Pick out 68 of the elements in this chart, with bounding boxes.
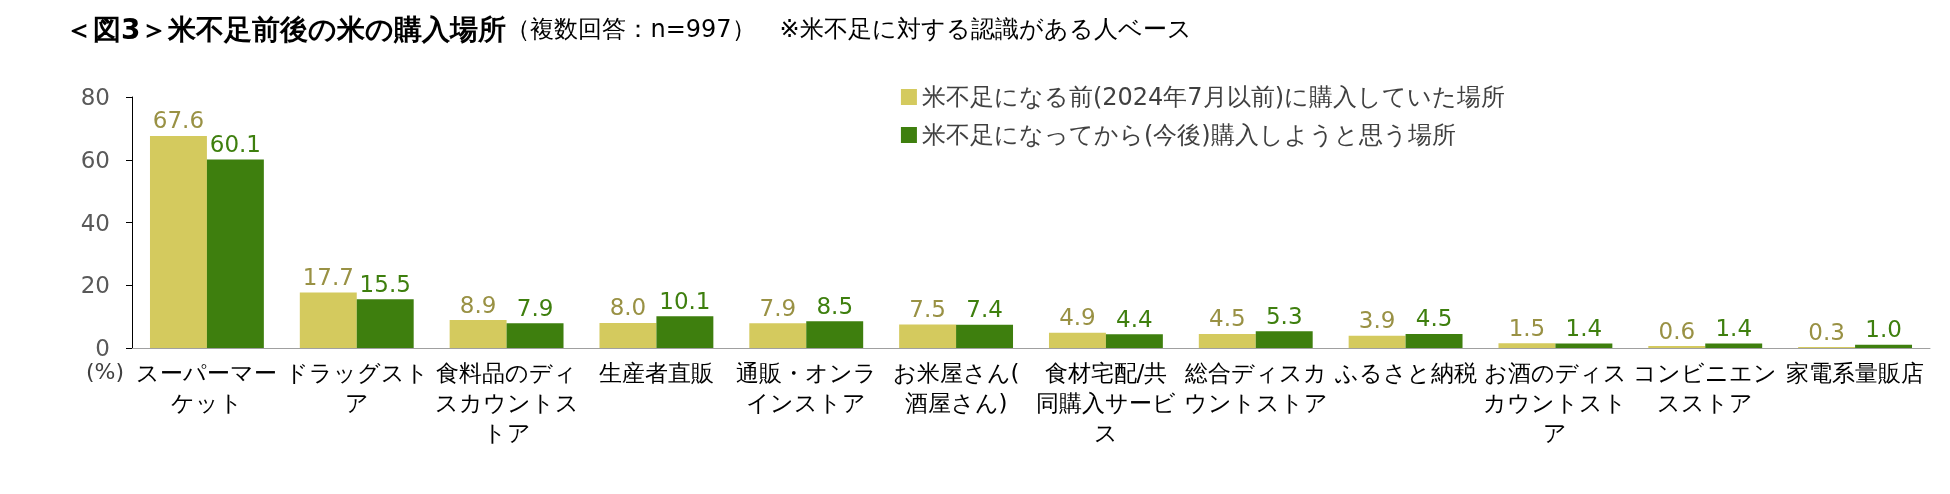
bar <box>656 316 714 348</box>
bar <box>149 135 207 348</box>
bar <box>1705 343 1763 348</box>
bar <box>206 159 264 348</box>
bar <box>299 292 357 348</box>
data-label: 7.9 <box>759 294 797 321</box>
x-tick-label: 食料品のディスカウントストア <box>434 360 579 446</box>
bar <box>599 322 657 348</box>
x-tick-label: ドラッグストア <box>284 360 429 416</box>
y-tick-label: 80 <box>80 84 110 110</box>
data-label: 1.4 <box>1715 315 1753 342</box>
legend-label: 米不足になる前(2024年7月以前)に購入していた場所 <box>921 83 1505 111</box>
bar <box>899 324 957 348</box>
data-label: 7.5 <box>909 295 946 322</box>
data-label: 3.9 <box>1358 307 1396 334</box>
bar <box>1105 334 1163 348</box>
data-label: 67.6 <box>152 107 205 134</box>
x-tick-label: 総合ディスカウントストア <box>1183 360 1328 416</box>
bar <box>506 323 564 348</box>
bar <box>356 299 414 348</box>
data-label: 4.9 <box>1059 304 1096 331</box>
x-tick-label: 通販・オンラインストア <box>735 360 877 416</box>
data-label: 0.3 <box>1808 318 1845 345</box>
data-label: 8.5 <box>816 292 854 319</box>
bar <box>1855 344 1913 348</box>
legend-label: 米不足になってから(今後)購入しようと思う場所 <box>921 121 1456 149</box>
data-label: 8.0 <box>609 294 647 321</box>
data-label: 7.4 <box>966 296 1003 323</box>
chart-subtitle: （複数回答：n=997） ※米不足に対する認識がある人ベース <box>506 15 1192 43</box>
x-tick-label: コンビニエンスストア <box>1633 360 1778 416</box>
data-label: 15.5 <box>359 270 411 297</box>
y-axis-title: (%) <box>85 358 124 384</box>
x-tick-label: スーパーマーケット <box>136 360 278 416</box>
bar <box>449 320 507 348</box>
x-tick-label: 家電系量販店 <box>1786 360 1925 386</box>
data-label: 4.5 <box>1415 305 1453 332</box>
data-label: 60.1 <box>209 130 261 157</box>
data-label: 5.3 <box>1265 302 1303 329</box>
bar <box>1405 333 1463 348</box>
data-label: 7.9 <box>516 294 554 321</box>
bar <box>1555 343 1613 348</box>
y-tick-label: 20 <box>80 272 110 299</box>
data-label: 1.5 <box>1508 314 1546 341</box>
data-label: 0.6 <box>1658 317 1696 344</box>
x-tick-label: ふるさと納税 <box>1333 360 1477 386</box>
bar <box>956 324 1014 348</box>
data-label: 17.7 <box>302 263 354 290</box>
x-tick-label: お米屋さん(酒屋さん) <box>892 360 1020 416</box>
y-tick-label: 0 <box>95 335 110 361</box>
bar <box>1348 335 1406 348</box>
data-label: 4.5 <box>1208 305 1246 332</box>
x-tick-label: お酒のディスカウントストア <box>1483 360 1628 446</box>
y-tick-label: 40 <box>80 209 110 236</box>
data-label: 1.0 <box>1865 316 1902 343</box>
bar <box>749 323 807 348</box>
y-tick-label: 60 <box>80 146 110 173</box>
bar <box>1498 343 1556 348</box>
bar <box>806 321 864 348</box>
data-label: 4.4 <box>1116 305 1153 332</box>
x-tick-label: 生産者直販 <box>598 360 714 386</box>
bar <box>1198 333 1256 348</box>
bar <box>1048 332 1106 348</box>
data-label: 8.9 <box>459 291 497 318</box>
chart-title: ＜図3＞米不足前後の米の購入場所 <box>65 12 507 46</box>
x-tick-label: 食材宅配/共同購入サービス <box>1035 360 1176 446</box>
bar <box>1255 331 1313 348</box>
data-label: 10.1 <box>659 287 711 314</box>
data-label: 1.4 <box>1565 315 1603 342</box>
